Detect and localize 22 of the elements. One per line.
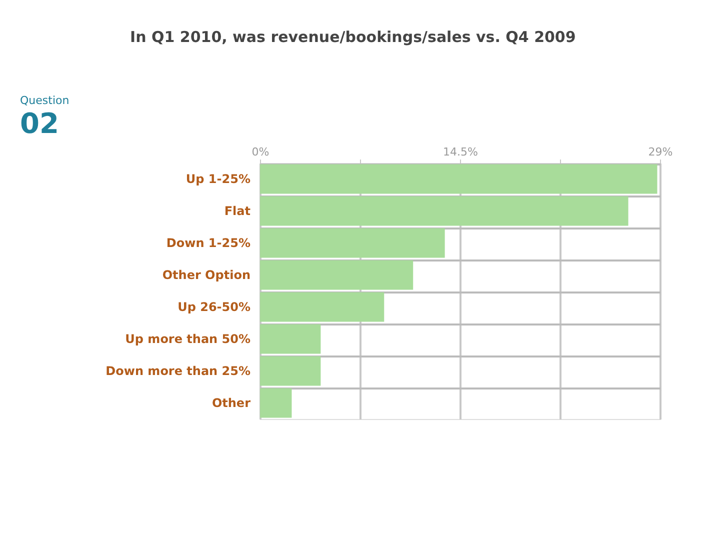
text: 02 bbox=[20, 107, 59, 140]
bar bbox=[260, 228, 445, 258]
bar bbox=[260, 388, 292, 418]
bar bbox=[260, 164, 658, 194]
y-tick-label: Flat bbox=[224, 204, 251, 218]
bar bbox=[260, 356, 321, 386]
x-tick-label: 0% bbox=[252, 146, 270, 158]
bar bbox=[260, 292, 384, 322]
y-tick-label: Up 1-25% bbox=[186, 172, 250, 186]
bar bbox=[260, 324, 321, 354]
y-tick-label: Up 26-50% bbox=[178, 300, 250, 314]
y-tick-label: Up more than 50% bbox=[125, 332, 250, 346]
y-tick-label: Other bbox=[212, 396, 251, 410]
text: Question bbox=[20, 94, 70, 107]
chart-title: In Q1 2010, was revenue/bookings/sales vs. Q4 2009 bbox=[130, 28, 576, 46]
y-tick-label: Down 1-25% bbox=[166, 236, 250, 250]
y-tick-label: Other Option bbox=[162, 268, 250, 282]
x-tick-label: 29% bbox=[648, 146, 673, 158]
x-tick-label: 14.5% bbox=[443, 146, 478, 158]
y-tick-label: Down more than 25% bbox=[106, 364, 250, 378]
bar bbox=[260, 196, 628, 226]
bar bbox=[260, 260, 414, 290]
